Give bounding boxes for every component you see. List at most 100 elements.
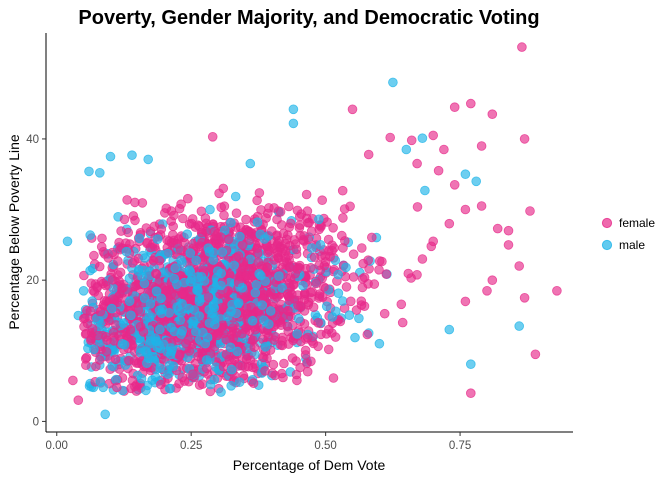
- point-female: [337, 185, 348, 196]
- point-female: [283, 289, 293, 299]
- point-female: [238, 257, 249, 267]
- point-female: [449, 102, 460, 112]
- point-female: [231, 328, 242, 338]
- point-male: [237, 282, 248, 293]
- point-female: [94, 261, 105, 272]
- point-male: [155, 324, 165, 335]
- point-female: [122, 287, 133, 297]
- point-male: [315, 240, 326, 250]
- point-male: [144, 312, 155, 323]
- point-female: [218, 361, 229, 372]
- point-female: [79, 270, 89, 281]
- x-tick-label: 0.00: [46, 440, 68, 452]
- point-female: [128, 211, 139, 221]
- point-female: [276, 368, 287, 379]
- point-female: [406, 135, 417, 146]
- point-female: [356, 300, 367, 310]
- point-male: [135, 336, 146, 347]
- point-male: [121, 246, 132, 257]
- point-female: [201, 363, 212, 374]
- point-female: [80, 353, 91, 364]
- point-female: [379, 308, 390, 319]
- y-tick-label: 20: [26, 275, 39, 287]
- point-female: [223, 234, 234, 245]
- point-female: [119, 214, 130, 225]
- point-female: [216, 202, 227, 213]
- point-female: [385, 132, 396, 143]
- point-female: [362, 329, 373, 340]
- point-female: [254, 188, 265, 198]
- point-female: [176, 199, 186, 210]
- point-male: [176, 307, 186, 318]
- point-female: [313, 317, 323, 328]
- point-female: [552, 285, 562, 296]
- point-female: [319, 282, 329, 292]
- point-female: [412, 158, 422, 169]
- point-male: [255, 270, 266, 281]
- point-female: [161, 203, 172, 214]
- point-female: [197, 379, 208, 389]
- point-male: [314, 214, 324, 225]
- point-female: [519, 134, 530, 144]
- point-female: [107, 275, 118, 285]
- point-male: [234, 377, 245, 388]
- point-female: [374, 256, 385, 266]
- point-female: [487, 275, 498, 286]
- point-female: [330, 332, 341, 342]
- point-female: [460, 204, 471, 215]
- point-female: [112, 382, 122, 393]
- point-female: [133, 305, 144, 315]
- point-male: [213, 266, 223, 277]
- point-female: [151, 268, 161, 279]
- point-female: [253, 257, 264, 268]
- point-male: [288, 104, 299, 115]
- y-tick-label: 0: [33, 416, 39, 428]
- point-male: [201, 355, 212, 365]
- point-male: [274, 271, 284, 282]
- point-female: [293, 300, 303, 311]
- point-female: [363, 149, 374, 160]
- point-female: [283, 201, 294, 212]
- point-male: [333, 288, 344, 299]
- point-female: [212, 330, 223, 341]
- point-male: [235, 231, 245, 242]
- point-male: [147, 351, 158, 362]
- point-male: [226, 364, 237, 375]
- point-male: [298, 280, 308, 291]
- point-female: [183, 193, 193, 204]
- point-male: [84, 166, 94, 177]
- point-female: [412, 202, 423, 212]
- point-female: [517, 42, 527, 52]
- point-female: [95, 306, 106, 317]
- point-male: [292, 329, 302, 339]
- point-female: [241, 354, 252, 365]
- point-female: [302, 366, 313, 377]
- point-female: [269, 335, 280, 345]
- point-female: [125, 324, 136, 335]
- point-male: [147, 375, 158, 386]
- point-male: [265, 306, 276, 316]
- point-female: [211, 231, 221, 241]
- point-male: [460, 169, 471, 180]
- point-female: [476, 141, 487, 151]
- point-male: [89, 344, 99, 355]
- chart-title: Poverty, Gender Majority, and Democratic…: [78, 7, 539, 29]
- point-male: [216, 280, 226, 291]
- point-female: [137, 198, 148, 208]
- point-male: [350, 332, 360, 343]
- point-female: [302, 332, 313, 343]
- point-male: [78, 285, 89, 296]
- point-female: [359, 272, 370, 283]
- point-female: [188, 369, 198, 380]
- point-female: [258, 352, 269, 363]
- point-male: [277, 283, 287, 293]
- point-female: [347, 104, 358, 115]
- point-female: [272, 214, 282, 225]
- point-male: [257, 300, 268, 310]
- point-male: [252, 217, 263, 228]
- point-female: [73, 395, 84, 406]
- point-female: [314, 291, 325, 302]
- point-female: [291, 369, 302, 380]
- legend-label-female: female: [619, 216, 655, 230]
- point-female: [241, 214, 251, 225]
